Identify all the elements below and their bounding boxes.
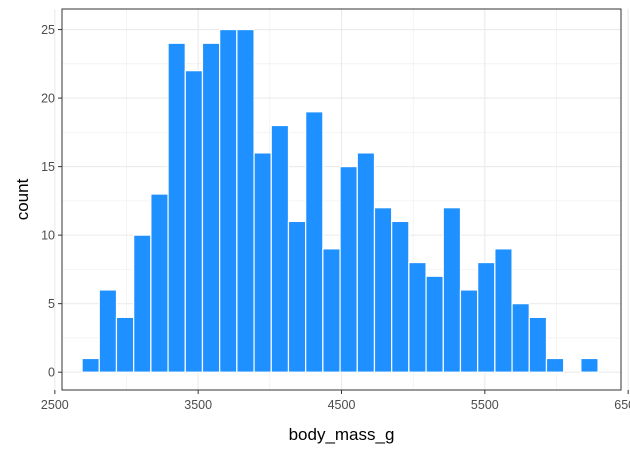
histogram-bar xyxy=(236,28,255,373)
histogram-bar xyxy=(270,124,290,373)
histogram-bar xyxy=(356,152,376,373)
y-axis-ticks: 0 5 10 15 20 25 xyxy=(41,23,62,380)
histogram-bar xyxy=(528,316,548,373)
histogram-bar xyxy=(339,166,358,373)
histogram-bar xyxy=(322,248,341,373)
histogram-bar xyxy=(184,70,204,373)
y-tick-label: 20 xyxy=(41,92,55,106)
histogram-bar xyxy=(511,303,530,373)
histogram-bar xyxy=(201,42,221,373)
histogram-bar xyxy=(459,289,479,373)
x-tick-label: 4500 xyxy=(328,398,356,412)
histogram-bar xyxy=(81,357,100,373)
histogram-bar xyxy=(115,316,135,373)
y-tick-label: 15 xyxy=(41,160,55,174)
histogram-bar xyxy=(373,207,393,373)
histogram-bar xyxy=(133,234,152,373)
y-tick-label: 0 xyxy=(48,366,55,380)
histogram-bar xyxy=(545,357,565,373)
histogram-bar xyxy=(98,289,118,373)
y-tick-label: 10 xyxy=(41,229,55,243)
histogram-bar xyxy=(219,28,238,373)
y-tick-label: 5 xyxy=(48,297,55,311)
histogram-bar xyxy=(167,42,186,373)
histogram-bar xyxy=(425,275,444,373)
x-tick-label: 5500 xyxy=(471,398,499,412)
histogram-bar xyxy=(305,111,324,373)
y-axis-title: count xyxy=(13,178,32,220)
histogram-bar xyxy=(253,152,272,373)
x-tick-label: 3500 xyxy=(184,398,212,412)
y-tick-label: 25 xyxy=(41,23,55,37)
histogram-bar xyxy=(408,261,427,373)
histogram-bar xyxy=(477,261,496,373)
x-axis-title: body_mass_g xyxy=(289,425,395,444)
histogram-bar xyxy=(494,248,513,373)
x-tick-label: 6500 xyxy=(614,398,630,412)
histogram-bar xyxy=(391,220,410,373)
histogram-bar xyxy=(580,357,599,373)
histogram-bar xyxy=(150,193,169,373)
x-axis-ticks: 2500 3500 4500 5500 6500 xyxy=(41,390,630,412)
histogram-bar xyxy=(287,220,307,373)
x-tick-label: 2500 xyxy=(41,398,69,412)
histogram-bar xyxy=(442,207,462,373)
histogram-bars xyxy=(81,28,599,373)
